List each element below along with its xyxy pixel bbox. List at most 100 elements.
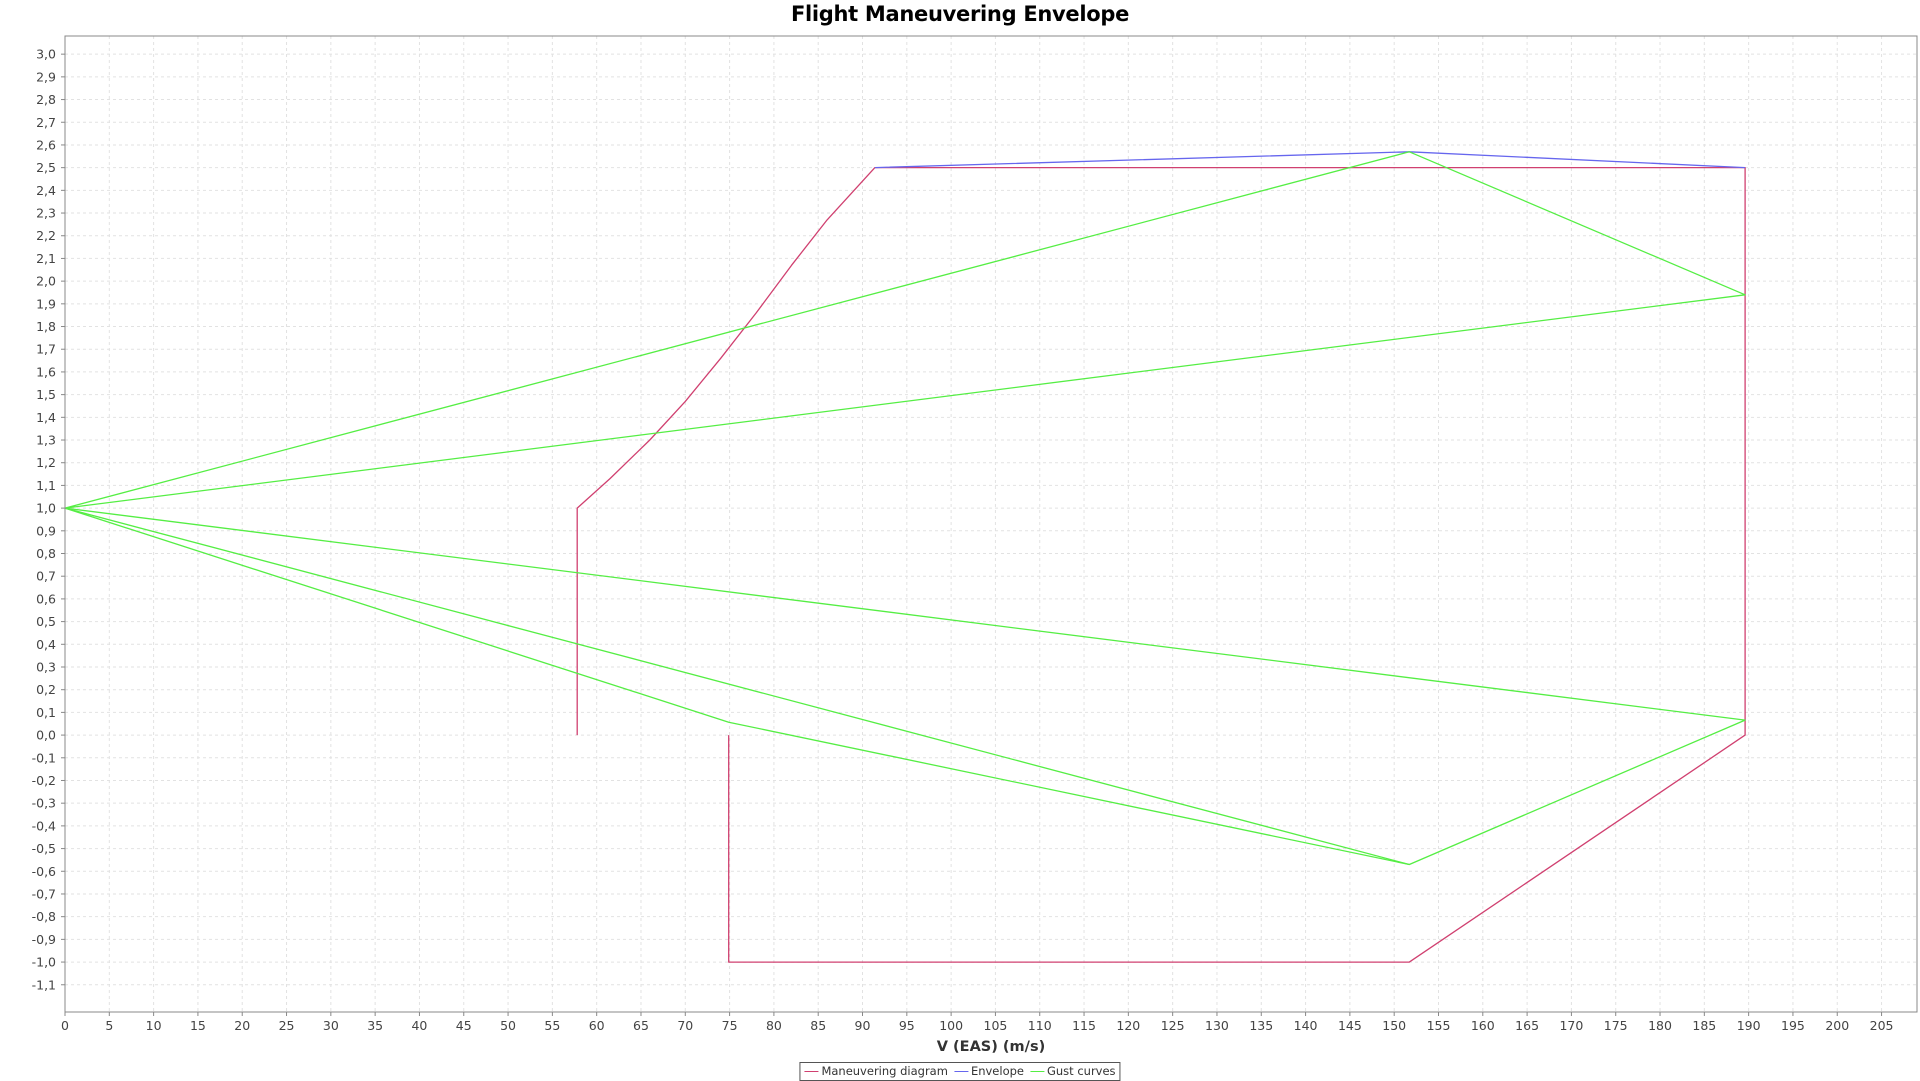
- x-tick-label: 120: [1116, 1018, 1140, 1033]
- x-tick-label: 70: [677, 1018, 693, 1033]
- y-tick-label: 1,6: [36, 364, 56, 379]
- x-tick-label: 155: [1427, 1018, 1451, 1033]
- x-tick-label: 55: [544, 1018, 560, 1033]
- x-tick-label: 25: [279, 1018, 295, 1033]
- x-tick-label: 35: [367, 1018, 383, 1033]
- x-tick-label: 150: [1382, 1018, 1406, 1033]
- x-tick-label: 95: [899, 1018, 915, 1033]
- y-tick-label: 2,9: [36, 69, 56, 84]
- y-tick-label: 1,0: [36, 501, 56, 516]
- legend-label: Gust curves: [1046, 1064, 1116, 1078]
- y-tick-label: 1,5: [36, 387, 56, 402]
- y-tick-label: -0,9: [32, 932, 56, 947]
- y-tick-label: 1,1: [36, 478, 56, 493]
- x-tick-label: 130: [1205, 1018, 1229, 1033]
- gust-curves-line: [64, 507, 1746, 866]
- y-tick-label: 1,8: [36, 319, 56, 334]
- legend-swatch: [804, 1070, 819, 1072]
- chart-title: Flight Maneuvering Envelope: [790, 2, 1130, 26]
- x-tick-label: 125: [1161, 1018, 1185, 1033]
- y-tick-label: 0,8: [36, 546, 56, 561]
- x-tick-label: 180: [1648, 1018, 1672, 1033]
- x-tick-label: 175: [1604, 1018, 1628, 1033]
- y-tick-label: 2,7: [36, 115, 56, 130]
- x-tick-label: 80: [766, 1018, 782, 1033]
- y-tick-label: 1,2: [36, 455, 56, 470]
- gust-curves-line: [64, 507, 1746, 721]
- x-tick-label: 200: [1825, 1018, 1849, 1033]
- x-tick-label: 20: [234, 1018, 250, 1033]
- y-tick-label: -1,0: [32, 955, 56, 970]
- y-tick-label: -0,5: [32, 841, 56, 856]
- x-tick-label: 75: [722, 1018, 738, 1033]
- y-tick-label: 0,5: [36, 614, 56, 629]
- x-tick-label: 145: [1338, 1018, 1362, 1033]
- x-tick-label: 135: [1249, 1018, 1273, 1033]
- y-tick-label: 0,1: [36, 705, 56, 720]
- legend-label: Envelope: [970, 1064, 1024, 1078]
- x-tick-label: 185: [1692, 1018, 1716, 1033]
- y-tick-label: 2,0: [36, 274, 56, 289]
- y-tick-label: 2,6: [36, 137, 56, 152]
- x-tick-label: 165: [1515, 1018, 1539, 1033]
- x-tick-label: 0: [61, 1018, 69, 1033]
- x-tick-label: 115: [1072, 1018, 1096, 1033]
- x-tick-label: 105: [984, 1018, 1008, 1033]
- x-tick-label: 85: [810, 1018, 826, 1033]
- x-tick-label: 5: [105, 1018, 113, 1033]
- y-tick-label: -0,1: [32, 750, 56, 765]
- envelope-line: [874, 151, 1746, 169]
- y-tick-label: 3,0: [36, 47, 56, 62]
- legend-item: Gust curves: [1029, 1064, 1116, 1078]
- y-tick-label: 0,7: [36, 569, 56, 584]
- y-tick-label: 2,5: [36, 160, 56, 175]
- grid: [64, 36, 1917, 1012]
- x-tick-label: 65: [633, 1018, 649, 1033]
- x-tick-label: 30: [323, 1018, 339, 1033]
- x-axis-label: V (EAS) (m/s): [937, 1039, 1045, 1055]
- y-tick-label: -0,2: [32, 773, 56, 788]
- y-tick-label: 1,3: [36, 433, 56, 448]
- y-tick-label: -0,4: [32, 818, 56, 833]
- x-tick-label: 10: [146, 1018, 162, 1033]
- x-tick-label: 45: [456, 1018, 472, 1033]
- y-tick-label: -0,8: [32, 909, 56, 924]
- series-layer: [64, 151, 1746, 963]
- y-tick-label: -0,7: [32, 886, 56, 901]
- x-tick-label: 40: [411, 1018, 427, 1033]
- legend-swatch: [953, 1070, 968, 1072]
- legend-label: Maneuvering diagram: [821, 1064, 948, 1078]
- y-tick-label: 2,4: [36, 183, 56, 198]
- y-tick-label: 0,0: [36, 728, 56, 743]
- y-tick-label: 1,9: [36, 296, 56, 311]
- x-tick-label: 90: [855, 1018, 871, 1033]
- x-tick-label: 205: [1870, 1018, 1894, 1033]
- y-tick-label: 2,8: [36, 92, 56, 107]
- x-tick-label: 170: [1559, 1018, 1583, 1033]
- legend-swatch: [1029, 1070, 1044, 1072]
- x-tick-label: 140: [1294, 1018, 1318, 1033]
- y-tick-label: 0,9: [36, 523, 56, 538]
- plot-area-frame: [64, 35, 1918, 1013]
- x-tick-label: 50: [500, 1018, 516, 1033]
- x-tick-label: 195: [1781, 1018, 1805, 1033]
- x-axis: 0 5 10 15 20 25 30 35 40 45 50 55 60 65 70 75 80 85 90 95 10…: [61, 1012, 1893, 1033]
- y-axis: -1,1 -1,0 -0,9 -0,8 -0,7 -0,6 -0,5 -0,4 -0,3 -0,2…: [32, 47, 65, 992]
- y-tick-label: 0,4: [36, 637, 56, 652]
- y-tick-label: 0,3: [36, 659, 56, 674]
- y-tick-label: 0,2: [36, 682, 56, 697]
- x-tick-label: 110: [1028, 1018, 1052, 1033]
- y-tick-label: 1,7: [36, 342, 56, 357]
- y-tick-label: 1,4: [36, 410, 56, 425]
- y-tick-label: 2,1: [36, 251, 56, 266]
- maneuvering-diagram-line: [576, 166, 1746, 963]
- y-tick-label: -1,1: [32, 977, 56, 992]
- y-tick-label: -0,6: [32, 864, 56, 879]
- legend-item: Envelope: [953, 1064, 1024, 1078]
- x-tick-label: 15: [190, 1018, 206, 1033]
- y-tick-label: 2,2: [36, 228, 56, 243]
- legend-item: Maneuvering diagram: [804, 1064, 948, 1078]
- y-tick-label: 2,3: [36, 206, 56, 221]
